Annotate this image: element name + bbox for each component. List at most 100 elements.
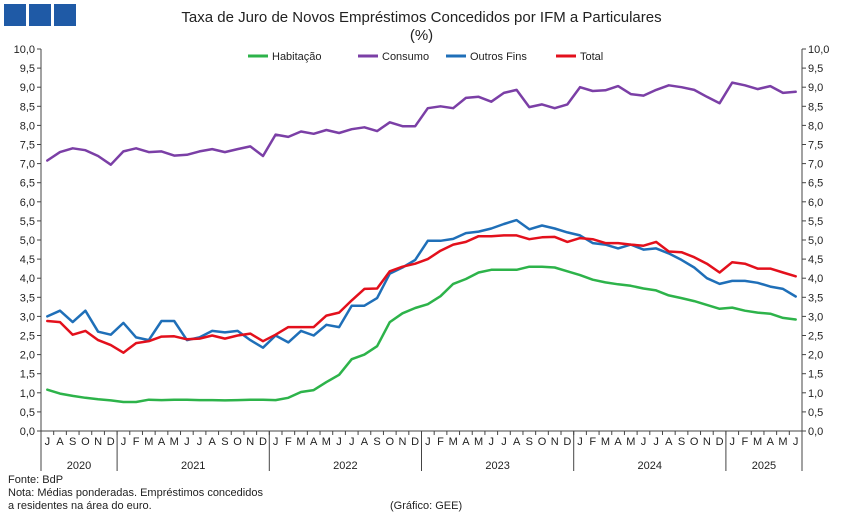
y-tick-label-right: 5,5 <box>808 216 823 228</box>
y-tick-label-right: 2,0 <box>808 350 823 362</box>
y-tick-label-left: 6,0 <box>20 197 35 209</box>
y-tick-label-left: 1,5 <box>20 369 35 381</box>
y-tick-label-left: 7,5 <box>20 140 35 152</box>
x-month-label: A <box>310 436 318 448</box>
x-month-label: F <box>589 436 596 448</box>
x-month-label: M <box>601 436 610 448</box>
x-month-label: J <box>489 436 495 448</box>
x-year-label: 2024 <box>638 460 662 472</box>
x-year-label: 2025 <box>752 460 776 472</box>
x-month-label: J <box>501 436 507 448</box>
x-month-label: J <box>336 436 342 448</box>
x-month-label: S <box>69 436 76 448</box>
y-tick-label-right: 0,5 <box>808 407 823 419</box>
y-tick-label-right: 8,5 <box>808 101 823 113</box>
x-month-label: D <box>107 436 115 448</box>
y-tick-label-left: 3,5 <box>20 292 35 304</box>
x-month-label: A <box>767 436 775 448</box>
x-month-label: A <box>56 436 64 448</box>
x-month-label: M <box>753 436 762 448</box>
x-month-label: J <box>349 436 355 448</box>
y-tick-label-right: 7,5 <box>808 140 823 152</box>
y-tick-label-left: 7,0 <box>20 159 35 171</box>
x-month-label: F <box>285 436 292 448</box>
series-line-consumo <box>46 81 797 166</box>
x-month-label: J <box>45 436 51 448</box>
y-tick-label-right: 3,5 <box>808 292 823 304</box>
x-month-label: N <box>246 436 254 448</box>
x-month-label: D <box>411 436 419 448</box>
legend-label: Outros Fins <box>470 51 527 63</box>
source-note: Fonte: BdP <box>8 474 64 486</box>
y-tick-label-right: 5,0 <box>808 235 823 247</box>
y-tick-label-left: 6,5 <box>20 178 35 190</box>
x-month-label: M <box>144 436 153 448</box>
x-month-label: A <box>361 436 369 448</box>
x-month-label: O <box>81 436 90 448</box>
x-month-label: A <box>665 436 673 448</box>
y-tick-label-left: 5,5 <box>20 216 35 228</box>
y-tick-label-right: 2,5 <box>808 331 823 343</box>
x-month-label: J <box>425 436 431 448</box>
y-tick-label-left: 3,0 <box>20 311 35 323</box>
chart-title: Taxa de Juro de Novos Empréstimos Conced… <box>181 9 662 26</box>
y-tick-label-right: 6,0 <box>808 197 823 209</box>
x-month-label: M <box>296 436 305 448</box>
y-tick-label-right: 9,5 <box>808 63 823 75</box>
x-month-label: J <box>121 436 127 448</box>
y-tick-label-right: 8,0 <box>808 120 823 132</box>
x-month-label: O <box>233 436 242 448</box>
x-month-label: J <box>184 436 190 448</box>
x-month-label: J <box>653 436 659 448</box>
note-line-1: Nota: Médias ponderadas. Empréstimos con… <box>8 487 263 499</box>
x-month-label: M <box>626 436 635 448</box>
y-tick-label-right: 4,0 <box>808 273 823 285</box>
y-tick-label-left: 2,0 <box>20 350 35 362</box>
chart-subtitle: (%) <box>409 27 434 44</box>
x-month-label: J <box>197 436 203 448</box>
series-line-outros-fins <box>46 218 797 349</box>
x-month-label: A <box>209 436 217 448</box>
x-month-label: A <box>158 436 166 448</box>
y-tick-label-left: 8,5 <box>20 101 35 113</box>
logo-square-2 <box>29 4 51 26</box>
y-tick-label-left: 5,0 <box>20 235 35 247</box>
x-month-label: A <box>614 436 622 448</box>
x-month-label: D <box>259 436 267 448</box>
note-line-2: a residentes na área do euro. <box>8 500 152 512</box>
x-month-label: J <box>793 436 799 448</box>
y-tick-label-right: 4,5 <box>808 254 823 266</box>
x-month-label: M <box>170 436 179 448</box>
logo-square-1 <box>4 4 26 26</box>
legend-label: Consumo <box>382 51 429 63</box>
x-month-label: O <box>538 436 547 448</box>
x-month-label: A <box>513 436 521 448</box>
x-month-label: N <box>398 436 406 448</box>
legend-label: Habitação <box>272 51 322 63</box>
x-month-label: S <box>526 436 533 448</box>
series-line-total <box>46 234 797 354</box>
y-tick-label-left: 4,5 <box>20 254 35 266</box>
x-month-label: S <box>373 436 380 448</box>
legend-label: Total <box>580 51 603 63</box>
x-year-label: 2023 <box>485 460 509 472</box>
x-month-label: F <box>437 436 444 448</box>
y-tick-label-left: 0,0 <box>20 426 35 438</box>
y-tick-label-right: 6,5 <box>808 178 823 190</box>
x-month-label: O <box>690 436 699 448</box>
x-year-label: 2021 <box>181 460 205 472</box>
x-month-label: J <box>577 436 583 448</box>
x-month-label: N <box>703 436 711 448</box>
y-tick-label-right: 9,0 <box>808 82 823 94</box>
x-month-label: S <box>221 436 228 448</box>
y-tick-label-right: 1,5 <box>808 369 823 381</box>
x-month-label: M <box>449 436 458 448</box>
x-month-label: M <box>322 436 331 448</box>
x-month-label: A <box>462 436 470 448</box>
x-month-label: M <box>474 436 483 448</box>
x-month-label: J <box>273 436 279 448</box>
x-month-label: D <box>563 436 571 448</box>
y-tick-label-left: 4,0 <box>20 273 35 285</box>
x-month-label: D <box>716 436 724 448</box>
